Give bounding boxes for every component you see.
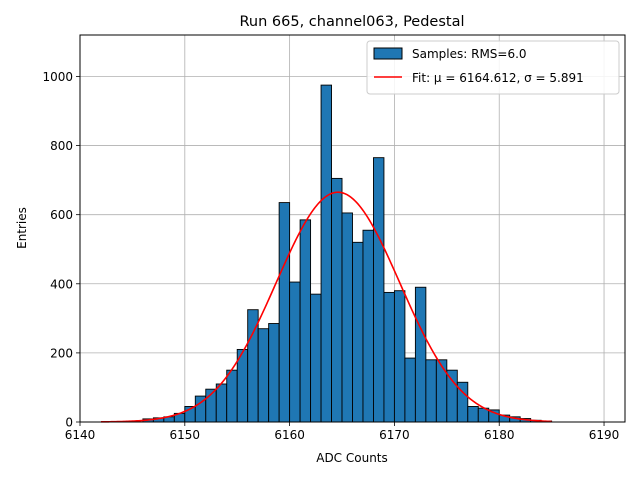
y-axis-ticks: 0 200 400 600 800 1000	[42, 70, 80, 430]
legend-histogram-swatch	[373, 47, 403, 60]
histogram-bar	[268, 323, 280, 423]
fit-curve	[100, 191, 552, 423]
histogram-bar	[310, 293, 322, 423]
histogram-bar	[299, 219, 312, 423]
fit-curve-group	[100, 191, 552, 423]
plot-frame	[79, 34, 626, 423]
x-axis-label: ADC Counts	[316, 451, 388, 465]
legend-box	[366, 40, 620, 95]
x-tick-label: 6140	[65, 428, 96, 442]
histogram-bar	[257, 328, 270, 423]
histogram-bar	[226, 369, 238, 423]
histogram-bar	[404, 357, 416, 423]
histogram-bar	[331, 177, 343, 423]
y-tick-label: 800	[50, 139, 73, 153]
x-tick-label: 6160	[274, 428, 305, 442]
histogram-bar	[467, 406, 479, 423]
histogram-bar	[435, 359, 448, 423]
histogram-bar	[236, 348, 249, 423]
x-tick-label: 6170	[379, 428, 410, 442]
y-tick-label: 0	[65, 416, 73, 430]
legend-fit-label: Fit: μ = 6164.612, σ = 5.891	[412, 71, 584, 85]
x-tick-label: 6180	[484, 428, 515, 442]
x-axis-ticks: 6140 6150 6160 6170 6180 6190	[65, 422, 620, 442]
histogram-bars	[142, 84, 553, 423]
histogram-bar	[215, 383, 228, 423]
y-axis-label: Entries	[15, 207, 29, 249]
histogram-bar	[278, 202, 291, 423]
histogram-bar	[320, 84, 332, 423]
histogram-bar	[341, 212, 353, 423]
histogram-bar	[414, 286, 427, 423]
histogram-bar	[362, 229, 374, 423]
chart-title: Run 665, channel063, Pedestal	[239, 14, 464, 30]
y-tick-label: 200	[50, 346, 73, 360]
histogram-bar	[383, 291, 395, 423]
y-tick-label: 400	[50, 277, 73, 291]
histogram-bar	[352, 241, 364, 423]
histogram-bar	[289, 281, 301, 423]
legend: Samples: RMS=6.0 Fit: μ = 6164.612, σ = …	[366, 40, 620, 95]
y-tick-label: 1000	[42, 70, 73, 84]
x-tick-label: 6190	[589, 428, 620, 442]
legend-histogram-label: Samples: RMS=6.0	[412, 47, 527, 61]
x-tick-label: 6150	[170, 428, 201, 442]
histogram-bar	[393, 290, 406, 423]
histogram-bar	[373, 157, 385, 423]
histogram-bar	[446, 369, 458, 423]
y-tick-label: 600	[50, 208, 73, 222]
histogram-bar	[425, 359, 437, 423]
